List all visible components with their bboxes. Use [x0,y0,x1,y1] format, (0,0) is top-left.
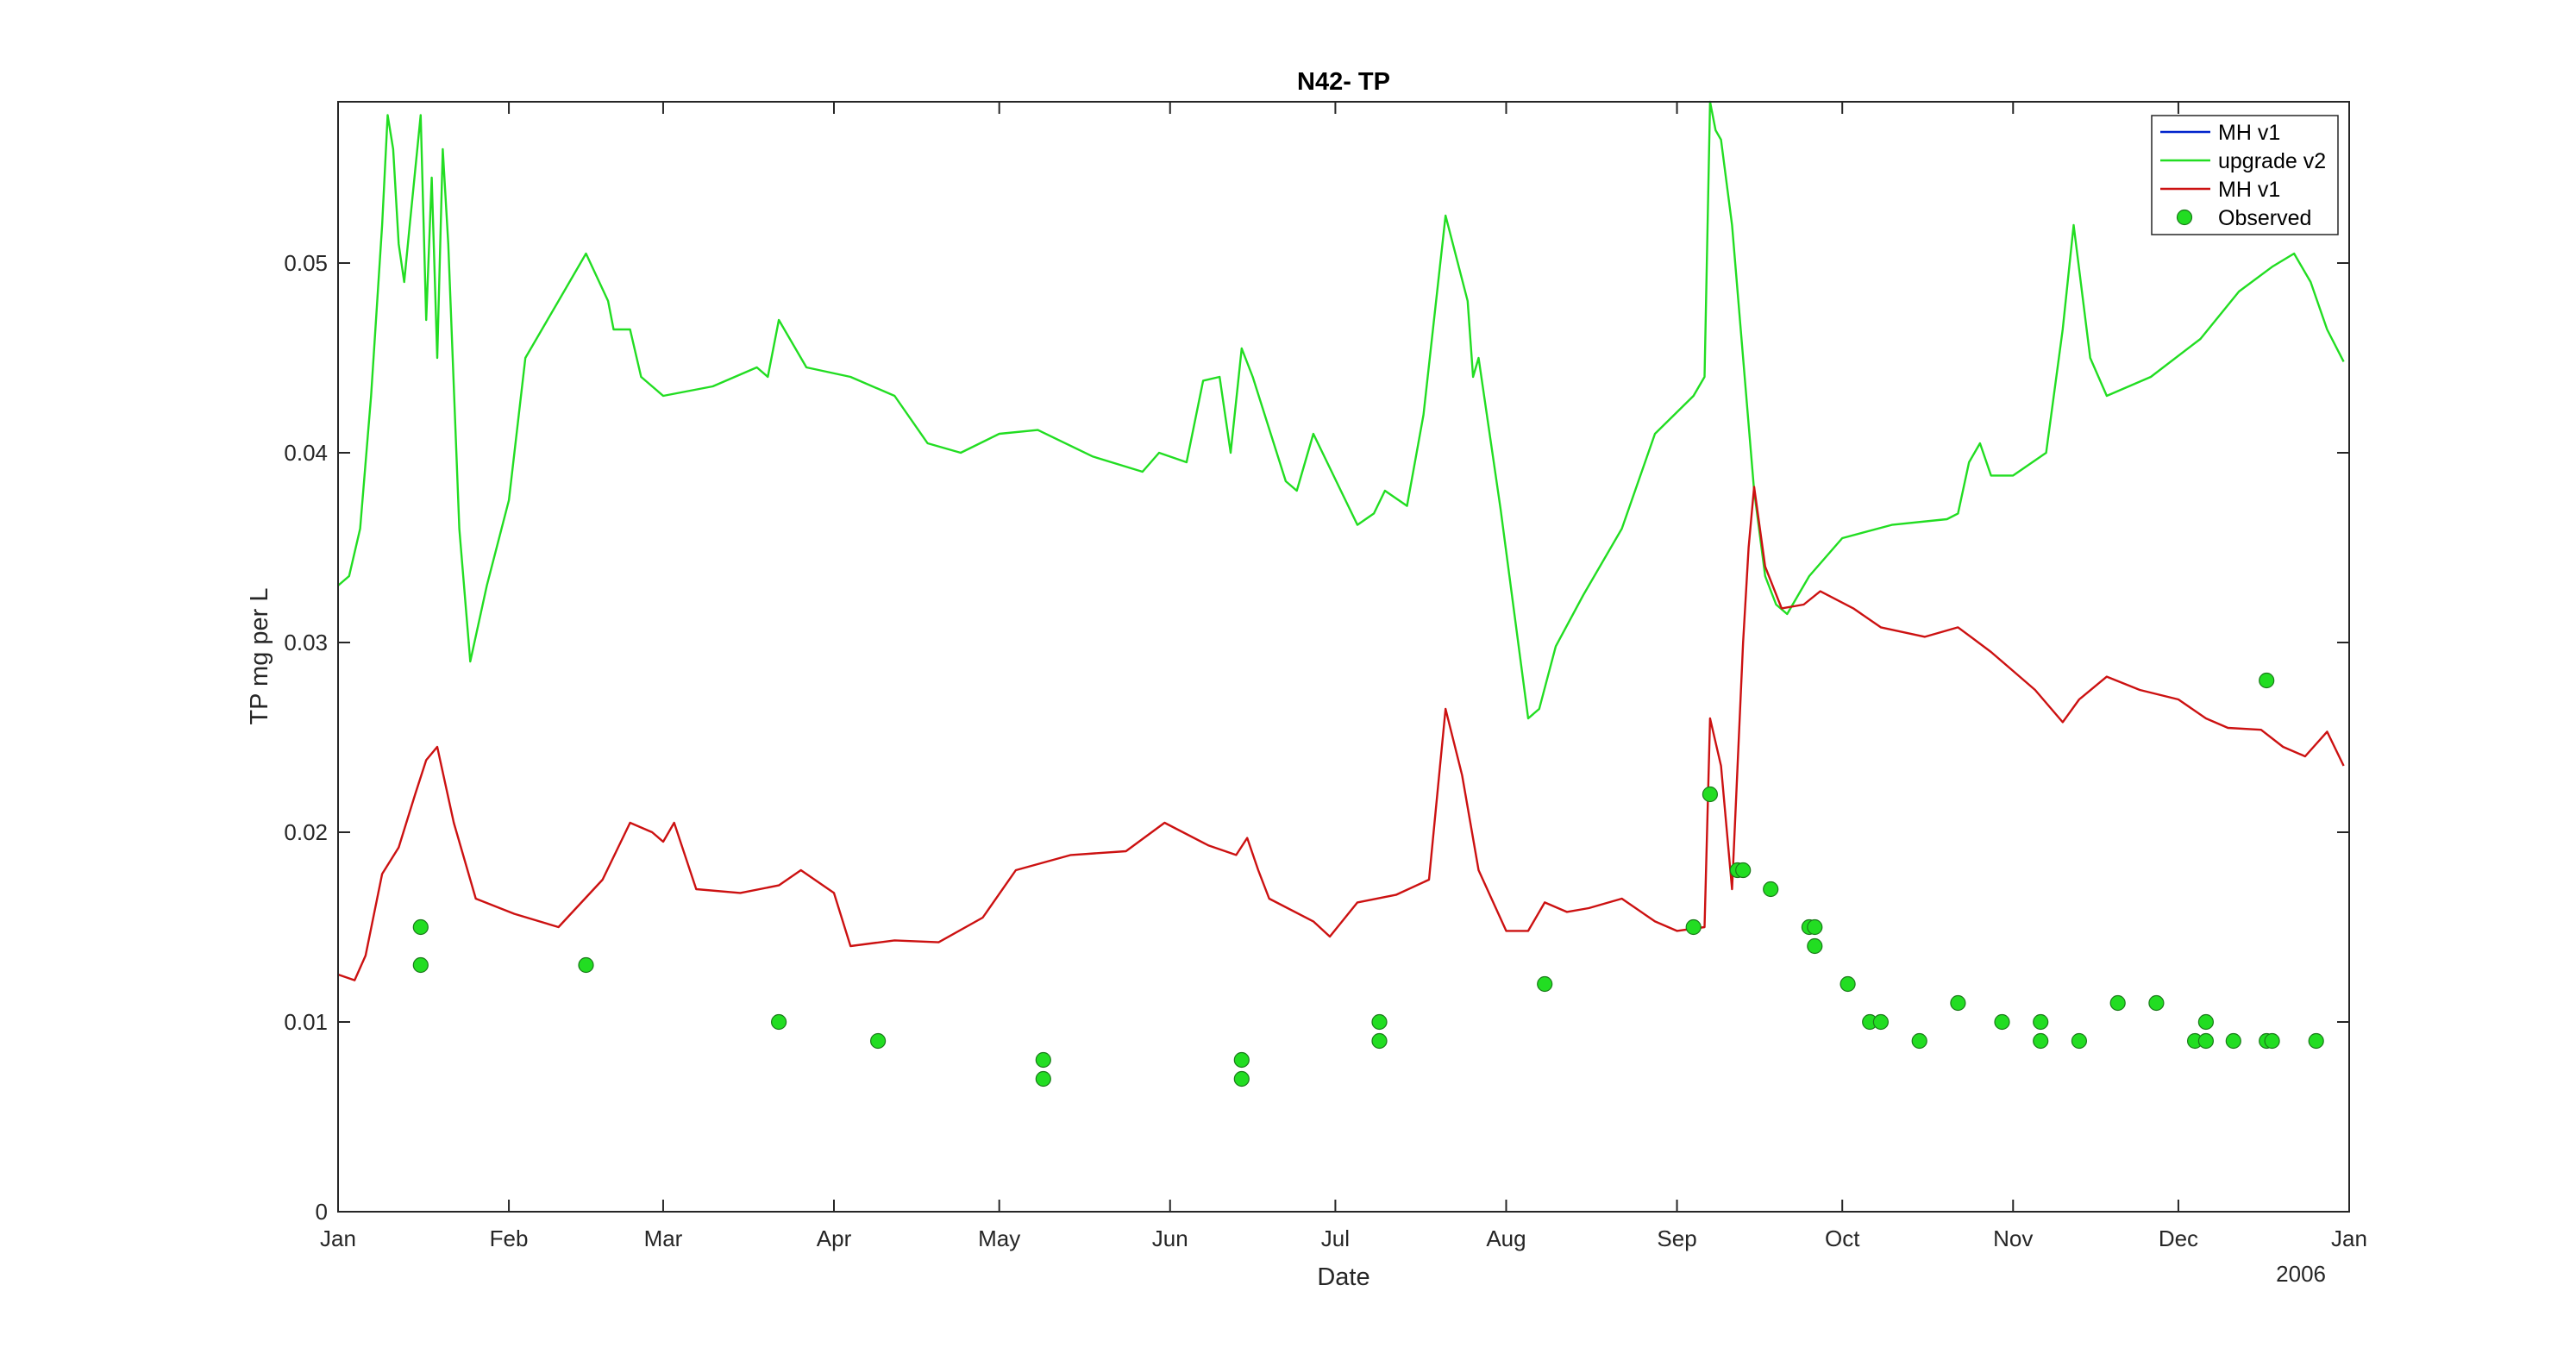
observed-point [1685,918,1702,936]
series-layer [337,100,2345,981]
y-tick-label: 0 [316,1199,328,1225]
legend-label-3: Observed [2218,206,2311,230]
observed-point [1807,937,1823,955]
observed-point [869,1032,887,1050]
legend-label-1: upgrade v2 [2218,149,2326,173]
observed-point [2225,1032,2241,1050]
observed-point [2109,994,2126,1012]
y-tick-label: 0.02 [284,819,328,845]
observed-point [2308,1032,2324,1050]
observed-point [1371,1032,1388,1050]
x-tick-label: Apr [817,1225,852,1251]
observed-point [2033,1032,2049,1050]
observed-points-layer [412,672,2324,1088]
observed-point [1950,994,1966,1012]
observed-point [2148,994,2165,1012]
x-tick-label: Oct [1825,1225,1860,1251]
observed-point [412,956,429,974]
legend-marker-3 [2176,209,2193,226]
x-tick-label: Jan [320,1225,356,1251]
plot-frame [337,101,2350,1213]
y-axis-ticks: 0 0.01 0.02 0.03 0.04 0.05 [284,250,2349,1225]
observed-point [1035,1070,1051,1088]
x-tick-label: Nov [1993,1225,2033,1251]
observed-point [1994,1013,2010,1031]
observed-point [2033,1013,2049,1031]
observed-point [1371,1013,1388,1031]
series-line-1 [337,100,2345,720]
observed-point [1763,881,1779,898]
observed-point [2259,672,2275,689]
observed-point [2197,1032,2214,1050]
observed-point [1702,786,1719,803]
plot-area [338,102,2349,1212]
observed-point [1911,1032,1927,1050]
y-tick-label: 0.01 [284,1009,328,1035]
x-axis-ticks: Jan Feb Mar Apr May Jun Jul Aug Sep Oct Nov Dec Jan [320,102,2367,1251]
observed-point [2197,1013,2214,1031]
observed-point [2071,1032,2087,1050]
x-tick-label: Sep [1657,1225,1696,1251]
x-tick-label: Mar [644,1225,683,1251]
observed-point [578,956,594,974]
y-tick-label: 0.04 [284,440,328,466]
chart-title: N42- TP [1297,68,1390,96]
observed-point [770,1013,787,1031]
series-line-2 [337,486,2345,981]
legend-label-0: MH v1 [2218,121,2280,145]
x-axis-label: Date [1317,1263,1369,1291]
observed-point [1233,1051,1250,1069]
y-tick-label: 0.03 [284,630,328,655]
observed-point [1735,862,1752,879]
x-tick-label: May [978,1225,1020,1251]
y-tick-label: 0.05 [284,250,328,276]
x-tick-label: Jul [1321,1225,1350,1251]
observed-point [1872,1013,1889,1031]
x-tick-label: Jun [1152,1225,1188,1251]
observed-point [2264,1032,2280,1050]
y-axis-label: TP mg per L [246,587,273,724]
observed-point [1840,975,1856,993]
observed-point [1807,918,1823,936]
x-tick-label: Dec [2159,1225,2198,1251]
legend-label-2: MH v1 [2218,178,2280,202]
x-tick-label: Jan [2331,1225,2367,1251]
observed-point [1233,1070,1250,1088]
x-tick-label: Feb [490,1225,529,1251]
legend: MH v1 upgrade v2 MH v1 Observed [2151,115,2339,235]
observed-point [1537,975,1553,993]
x-axis-year-label: 2006 [2276,1261,2326,1287]
x-tick-label: Aug [1486,1225,1526,1251]
observed-point [1035,1051,1051,1069]
observed-point [412,918,429,936]
